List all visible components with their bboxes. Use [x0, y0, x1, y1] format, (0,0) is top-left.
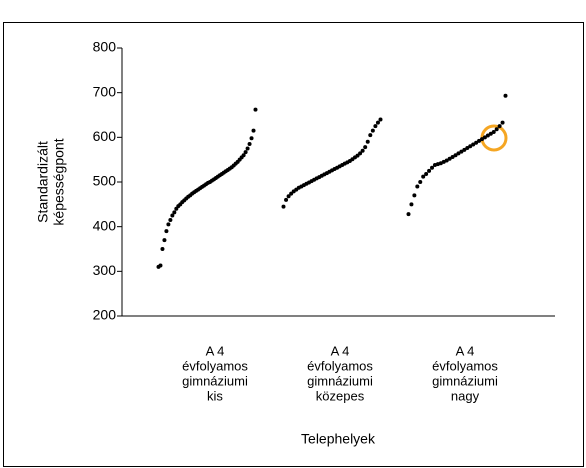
data-point: [166, 222, 171, 227]
data-point: [358, 151, 363, 156]
x-axis-title: Telephelyek: [301, 431, 376, 447]
data-point: [453, 153, 458, 158]
y-tick-label: 700: [93, 83, 117, 99]
x-tick-label: A 4: [456, 343, 475, 358]
data-point: [447, 156, 452, 161]
data-point: [375, 120, 380, 125]
data-point: [485, 133, 490, 138]
data-point: [370, 128, 375, 133]
data-point: [477, 138, 482, 143]
data-point: [503, 93, 508, 98]
data-point: [418, 180, 423, 184]
data-point: [462, 147, 467, 152]
data-point: [500, 120, 505, 125]
y-tick-label: 200: [93, 307, 117, 323]
data-point: [444, 158, 449, 163]
data-point: [497, 124, 502, 129]
data-point: [474, 140, 479, 145]
data-point: [286, 194, 291, 199]
x-tick-label: gimnáziumi: [432, 373, 498, 388]
x-tick-label: évfolyamos: [307, 358, 373, 373]
data-point: [406, 212, 411, 217]
data-point: [482, 135, 487, 140]
data-point: [164, 229, 169, 234]
data-point: [360, 148, 365, 153]
data-point: [415, 184, 420, 189]
data-point: [430, 165, 435, 170]
data-point: [247, 142, 252, 147]
y-tick-label: 600: [93, 128, 117, 144]
data-point: [168, 217, 173, 222]
data-point: [468, 144, 473, 149]
x-tick-label: gimnáziumi: [307, 373, 373, 388]
x-tick-label: gimnáziumi: [182, 373, 248, 388]
data-point: [158, 263, 163, 268]
x-tick-label: kis: [207, 388, 223, 403]
data-point: [412, 193, 417, 198]
chart-frame: [3, 22, 584, 467]
data-point: [378, 117, 383, 122]
x-tick-label: közepes: [316, 388, 365, 403]
data-point: [471, 142, 476, 147]
y-tick-label: 800: [93, 39, 117, 55]
data-point: [243, 150, 248, 155]
data-point: [409, 202, 414, 207]
x-tick-label: nagy: [451, 388, 480, 403]
data-point: [456, 151, 461, 156]
x-tick-label: évfolyamos: [432, 358, 498, 373]
data-point: [450, 154, 455, 159]
data-point: [363, 145, 368, 150]
data-point: [172, 210, 177, 215]
y-tick-label: 500: [93, 173, 117, 189]
y-axis-title: Standardizált: [35, 141, 51, 223]
data-point: [488, 131, 493, 136]
data-point: [479, 137, 484, 142]
data-point: [459, 149, 464, 154]
data-point: [365, 139, 370, 144]
data-point: [170, 213, 175, 218]
data-point: [494, 127, 499, 132]
data-point: [424, 171, 429, 176]
data-point: [251, 128, 256, 133]
data-point: [160, 247, 165, 251]
y-axis-title: képességpont: [51, 138, 67, 225]
data-point: [284, 197, 289, 202]
data-point: [491, 129, 496, 134]
data-point: [373, 124, 378, 129]
data-point: [281, 204, 286, 209]
data-point: [162, 238, 167, 243]
data-point: [245, 146, 250, 151]
data-point: [253, 107, 258, 112]
data-point: [368, 133, 373, 138]
x-tick-label: A 4: [206, 343, 225, 358]
x-tick-label: évfolyamos: [182, 358, 248, 373]
y-tick-label: 400: [93, 217, 117, 233]
data-point: [427, 168, 432, 173]
x-tick-label: A 4: [331, 343, 350, 358]
y-tick-label: 300: [93, 262, 117, 278]
data-point: [241, 153, 246, 158]
data-point: [421, 174, 426, 179]
data-point: [465, 146, 470, 151]
data-point: [249, 136, 254, 141]
